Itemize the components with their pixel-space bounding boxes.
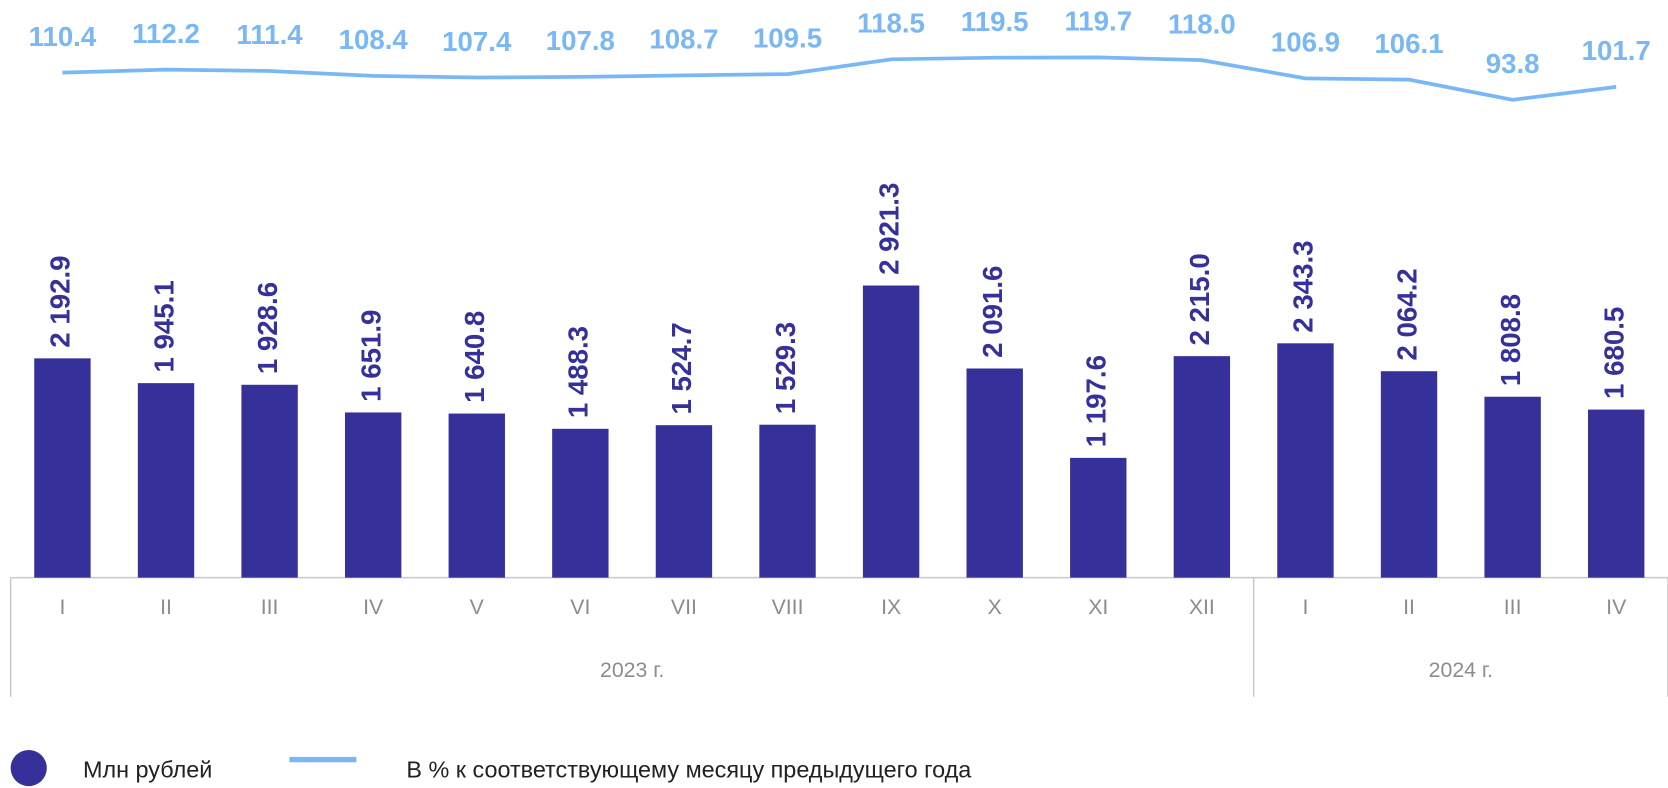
bar xyxy=(34,358,91,578)
bar xyxy=(1484,396,1541,578)
x-tick-label: III xyxy=(1504,595,1522,619)
x-tick-label: II xyxy=(1403,595,1415,619)
bar xyxy=(759,424,816,578)
x-tick-label: II xyxy=(160,595,172,619)
line-value-label: 112.2 xyxy=(132,18,200,49)
x-tick-label: X xyxy=(988,595,1002,619)
x-tick-label: I xyxy=(1302,595,1308,619)
bar-value-label: 2 215.0 xyxy=(1184,253,1215,345)
line-value-label: 119.7 xyxy=(1064,6,1132,37)
bar-value-label: 2 343.3 xyxy=(1288,240,1319,332)
legend-swatch xyxy=(10,749,47,787)
bar-value-label: 1 524.7 xyxy=(666,322,697,414)
line-value-label: 118.0 xyxy=(1168,8,1236,39)
line-value-label: 106.1 xyxy=(1374,28,1443,59)
line-value-label: 119.5 xyxy=(961,6,1029,37)
line-value-label: 108.4 xyxy=(339,24,409,55)
bar xyxy=(1173,356,1231,578)
bar xyxy=(448,413,505,578)
line-value-label: 118.5 xyxy=(857,8,925,39)
x-tick-label: VIII xyxy=(772,595,804,619)
x-tick-label: XI xyxy=(1088,595,1108,619)
x-tick-label: I xyxy=(59,595,65,619)
line-value-label: 101.7 xyxy=(1582,35,1651,66)
group-label: 2024 г. xyxy=(1429,658,1493,682)
bar xyxy=(1277,343,1334,578)
bar-value-label: 1 197.6 xyxy=(1081,355,1112,447)
bar-value-label: 1 640.8 xyxy=(459,311,490,403)
bar-value-label: 1 945.1 xyxy=(148,280,179,372)
group-label: 2023 г. xyxy=(600,658,664,682)
line xyxy=(62,55,1617,102)
bar xyxy=(1588,409,1645,578)
bar-value-label: 2 192.9 xyxy=(45,255,76,347)
bar xyxy=(1380,371,1438,578)
x-tick-label: IX xyxy=(881,595,901,619)
bar-value-label: 1 529.3 xyxy=(770,322,801,414)
bar xyxy=(137,383,195,578)
x-tick-label: VII xyxy=(671,595,697,619)
line-value-label: 93.8 xyxy=(1486,48,1540,79)
line-value-label: 106.9 xyxy=(1271,27,1340,58)
bar xyxy=(1070,457,1127,578)
bar xyxy=(862,285,920,578)
bar xyxy=(552,428,609,578)
bar-value-label: 1 680.5 xyxy=(1599,307,1630,399)
bar-value-label: 1 808.8 xyxy=(1495,294,1526,386)
bar-value-label: 1 651.9 xyxy=(355,310,386,402)
x-tick-label: IV xyxy=(363,595,384,619)
legend-label: В % к соответствующему месяцу предыдущег… xyxy=(406,756,972,782)
x-tick-label: III xyxy=(261,595,279,619)
line-value-label: 111.4 xyxy=(237,19,304,50)
bar-value-label: 2 064.2 xyxy=(1391,268,1422,360)
line-value-label: 108.7 xyxy=(649,24,718,55)
line-value-label: 110.4 xyxy=(29,21,97,52)
x-tick-label: V xyxy=(470,595,485,619)
line-value-label: 109.5 xyxy=(753,22,822,53)
bar-value-label: 1 928.6 xyxy=(252,282,283,374)
bar-value-label: 2 921.3 xyxy=(873,183,904,275)
bar-value-label: 1 488.3 xyxy=(563,326,594,418)
bar xyxy=(241,384,298,578)
bar xyxy=(966,368,1023,578)
line-value-label: 107.8 xyxy=(546,25,615,56)
x-tick-label: IV xyxy=(1606,595,1627,619)
x-tick-label: VI xyxy=(570,595,590,619)
legend-label: Млн рублей xyxy=(83,756,212,782)
x-tick-label: XII xyxy=(1189,595,1215,619)
line-value-label: 107.4 xyxy=(442,26,512,57)
bar xyxy=(655,425,713,578)
bar xyxy=(344,412,402,578)
bar-value-label: 2 091.6 xyxy=(977,266,1008,358)
